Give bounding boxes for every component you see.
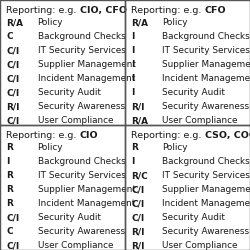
- Text: C: C: [6, 227, 13, 236]
- Text: Security Audit: Security Audit: [38, 213, 100, 222]
- Text: IT Security Services: IT Security Services: [38, 46, 126, 55]
- Text: C/I: C/I: [6, 46, 20, 55]
- Text: Supplier Management: Supplier Management: [162, 185, 250, 194]
- Text: C/I: C/I: [6, 74, 20, 83]
- Text: Security Awareness: Security Awareness: [162, 227, 250, 236]
- Text: R: R: [131, 143, 138, 152]
- Text: R: R: [6, 143, 13, 152]
- Text: Background Checks: Background Checks: [38, 157, 125, 166]
- Text: C/I: C/I: [131, 185, 144, 194]
- Text: I: I: [131, 60, 134, 69]
- Text: Policy: Policy: [38, 143, 63, 152]
- Text: Incident Management: Incident Management: [162, 199, 250, 208]
- Text: Security Audit: Security Audit: [162, 213, 226, 222]
- Text: R/I: R/I: [131, 102, 145, 111]
- Text: User Compliance: User Compliance: [38, 116, 113, 125]
- Text: CSO, COO: CSO, COO: [204, 130, 250, 140]
- Text: User Compliance: User Compliance: [162, 241, 238, 250]
- Text: I: I: [131, 74, 134, 83]
- Text: CIO: CIO: [80, 130, 98, 140]
- Text: User Compliance: User Compliance: [162, 116, 238, 125]
- Text: C/I: C/I: [6, 241, 20, 250]
- Text: Security Awareness: Security Awareness: [38, 102, 124, 111]
- Text: C/I: C/I: [6, 116, 20, 125]
- Text: R/I: R/I: [131, 227, 145, 236]
- Text: IT Security Services: IT Security Services: [162, 171, 250, 180]
- Text: Background Checks: Background Checks: [38, 32, 125, 41]
- Text: Reporting: e.g.: Reporting: e.g.: [131, 6, 204, 15]
- Text: Reporting: e.g.: Reporting: e.g.: [131, 130, 204, 140]
- Text: CIO, CFO: CIO, CFO: [80, 6, 127, 15]
- Text: C/I: C/I: [131, 213, 144, 222]
- Text: C/I: C/I: [6, 88, 20, 97]
- Text: Security Awareness: Security Awareness: [162, 102, 250, 111]
- Text: Background Checks: Background Checks: [162, 157, 250, 166]
- Text: C/I: C/I: [131, 199, 144, 208]
- Text: Security Audit: Security Audit: [38, 88, 100, 97]
- Text: R/A: R/A: [131, 116, 148, 125]
- Text: Background Checks: Background Checks: [162, 32, 250, 41]
- Text: R: R: [6, 185, 13, 194]
- Text: R: R: [6, 199, 13, 208]
- Text: Incident Management: Incident Management: [162, 74, 250, 83]
- Text: R: R: [6, 171, 13, 180]
- Text: Supplier Management: Supplier Management: [38, 185, 136, 194]
- Text: R/C: R/C: [131, 171, 148, 180]
- Text: Incident Management: Incident Management: [38, 199, 135, 208]
- Text: Policy: Policy: [162, 18, 188, 27]
- Text: Security Awareness: Security Awareness: [38, 227, 124, 236]
- Text: R/A: R/A: [131, 18, 148, 27]
- Text: I: I: [131, 32, 134, 41]
- Text: Reporting: e.g.: Reporting: e.g.: [6, 6, 80, 15]
- Text: Incident Management: Incident Management: [38, 74, 135, 83]
- Text: I: I: [6, 157, 10, 166]
- Text: IT Security Services: IT Security Services: [162, 46, 250, 55]
- Text: I: I: [131, 46, 134, 55]
- Text: R/A: R/A: [6, 18, 23, 27]
- Text: R/I: R/I: [131, 241, 145, 250]
- Text: Supplier Management: Supplier Management: [38, 60, 136, 69]
- Text: Security Audit: Security Audit: [162, 88, 226, 97]
- Text: IT Security Services: IT Security Services: [38, 171, 126, 180]
- Text: C/I: C/I: [6, 213, 20, 222]
- Text: User Compliance: User Compliance: [38, 241, 113, 250]
- Text: Supplier Management: Supplier Management: [162, 60, 250, 69]
- Text: I: I: [131, 88, 134, 97]
- Text: C: C: [6, 32, 13, 41]
- Text: C/I: C/I: [6, 60, 20, 69]
- Text: Policy: Policy: [38, 18, 63, 27]
- Text: Reporting: e.g.: Reporting: e.g.: [6, 130, 80, 140]
- Text: I: I: [131, 157, 134, 166]
- Text: CFO: CFO: [204, 6, 226, 15]
- Text: R/I: R/I: [6, 102, 20, 111]
- Text: Policy: Policy: [162, 143, 188, 152]
